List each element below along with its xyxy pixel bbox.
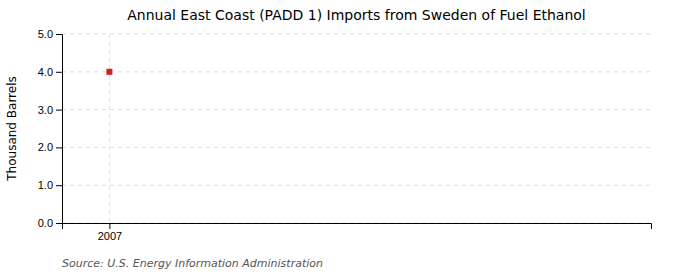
grid-line [62,34,651,35]
grid-line [62,185,651,186]
tick: 2.0 [38,141,62,153]
x-axis: 2007 [63,223,652,242]
plot-area: 2007 0.0 1.0 2.0 3.0 4.0 5.0 [38,28,652,242]
tick-label: 2007 [98,230,122,242]
tick-mark [56,147,62,148]
tick-label: 1.0 [38,179,53,191]
title: Annual East Coast (PADD 1) Imports from … [127,7,586,23]
grid [62,34,651,223]
tick-mark [56,185,62,186]
tick-label: 0.0 [38,217,53,229]
tick-label: 2.0 [38,141,53,153]
tick-mark [56,72,62,73]
tick-mark [56,110,62,111]
tick-label: 3.0 [38,104,53,116]
tick: 4.0 [38,66,62,78]
tick-label: 4.0 [38,66,53,78]
tick: 0.0 [38,217,62,229]
tick: 3.0 [38,104,62,116]
tick: 5.0 [38,28,62,40]
source-note: Source: U.S. Energy Information Administ… [62,257,323,270]
grid-line [62,71,651,72]
tick: 1.0 [38,179,62,191]
point [106,69,112,75]
chart: 2007 0.0 1.0 2.0 3.0 4.0 5.0 Annual East Coast … [0,0,675,275]
tick: 2007 [98,223,122,242]
tick-mark [56,34,62,35]
tick-label: 5.0 [38,28,53,40]
axis-line [63,224,652,230]
y-axis: 0.0 1.0 2.0 3.0 4.0 5.0 [38,28,63,229]
marks [106,69,112,75]
tick-mark [109,223,110,229]
grid-line [62,147,651,148]
axis-line [56,35,63,224]
grid-line [62,109,651,110]
grid-line [109,34,110,223]
tick-mark [56,223,62,224]
y-axis-title: Thousand Barrels [5,76,19,181]
